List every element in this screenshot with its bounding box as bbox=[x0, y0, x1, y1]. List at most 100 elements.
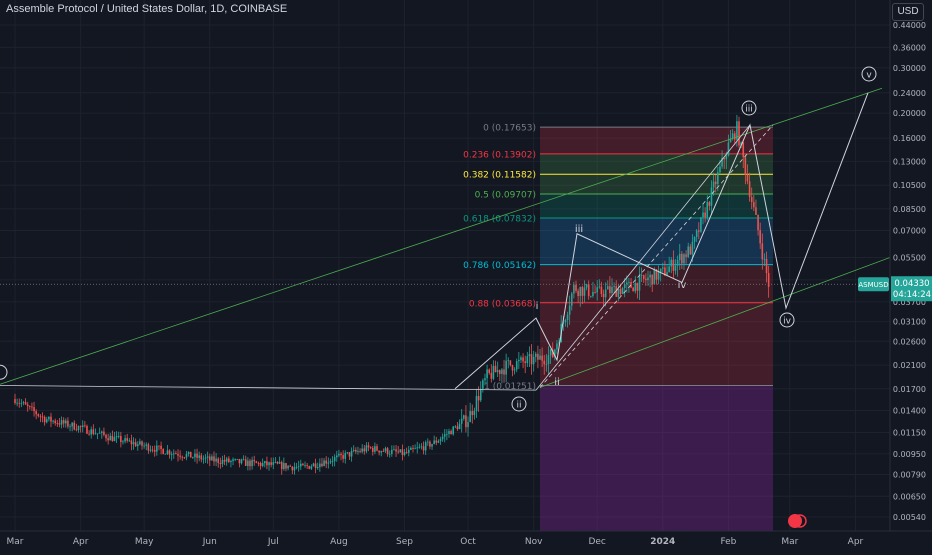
candle-body bbox=[496, 370, 499, 373]
candle-body bbox=[365, 445, 368, 452]
candle-body bbox=[380, 451, 383, 453]
candle-body bbox=[621, 287, 624, 294]
price-tick: 0.00540 bbox=[893, 513, 926, 522]
candle-body bbox=[416, 447, 419, 449]
candle-body bbox=[291, 466, 294, 471]
candle-body bbox=[725, 155, 728, 160]
candle-body bbox=[156, 445, 158, 452]
candle-body bbox=[58, 423, 61, 425]
tradingview-logo-ring bbox=[793, 514, 807, 528]
candle-body bbox=[200, 455, 203, 460]
candle-body bbox=[37, 414, 40, 416]
candle-body bbox=[86, 425, 88, 434]
candle-body bbox=[213, 456, 215, 462]
fib-zone bbox=[540, 174, 773, 194]
candle-body bbox=[266, 461, 268, 466]
candle-body bbox=[310, 466, 313, 469]
time-tick: Aug bbox=[330, 537, 348, 547]
price-tick: 0.03100 bbox=[893, 318, 926, 327]
candle-body bbox=[619, 288, 622, 294]
candle-body bbox=[376, 446, 378, 451]
candle-body bbox=[54, 420, 57, 424]
candle-body bbox=[327, 462, 330, 464]
candle-body bbox=[283, 463, 285, 470]
candle-body bbox=[111, 435, 114, 442]
tradingview-logo-icon bbox=[788, 514, 802, 528]
candle-body bbox=[386, 448, 389, 455]
candle-body bbox=[429, 441, 431, 447]
candle-body bbox=[350, 451, 353, 457]
candle-body bbox=[587, 284, 590, 297]
candle-body bbox=[384, 448, 387, 452]
candle-body bbox=[642, 275, 645, 279]
candle-body bbox=[748, 181, 751, 197]
candle-body bbox=[56, 423, 59, 424]
candle-body bbox=[253, 459, 256, 462]
candle-body bbox=[338, 453, 340, 456]
candle-body bbox=[259, 462, 262, 466]
candle-body bbox=[513, 369, 516, 371]
candle-body bbox=[714, 181, 717, 184]
base-trend-line bbox=[0, 385, 537, 391]
candle-body bbox=[192, 457, 194, 458]
candle-body bbox=[122, 441, 124, 443]
candle-body bbox=[518, 359, 520, 362]
price-tick: 0.24000 bbox=[893, 89, 926, 98]
candle-body bbox=[48, 416, 50, 420]
candle-body bbox=[352, 449, 355, 452]
candle-body bbox=[14, 399, 16, 404]
candle-body bbox=[172, 453, 175, 455]
candle-body bbox=[319, 463, 321, 468]
price-tick: 0.05500 bbox=[893, 253, 926, 262]
candle-body bbox=[312, 463, 315, 467]
candle-body bbox=[651, 274, 654, 285]
candle-body bbox=[556, 343, 558, 350]
candle-body bbox=[185, 454, 188, 458]
price-tick: 0.10500 bbox=[893, 181, 926, 190]
candle-body bbox=[733, 133, 736, 140]
candle-body bbox=[590, 296, 592, 297]
price-tick: 0.00790 bbox=[893, 470, 926, 479]
candle-body bbox=[526, 356, 529, 364]
candle-body bbox=[729, 138, 732, 143]
candle-body bbox=[240, 459, 243, 464]
candle-body bbox=[194, 453, 196, 458]
candle-body bbox=[702, 212, 704, 218]
candle-body bbox=[359, 451, 361, 452]
candle-body bbox=[712, 181, 715, 188]
candle-body bbox=[566, 314, 569, 321]
candle-body bbox=[405, 452, 408, 453]
wave-label: v bbox=[866, 71, 872, 81]
candle-body bbox=[166, 450, 169, 454]
candle-body bbox=[717, 172, 719, 184]
last-price-tag bbox=[891, 276, 932, 302]
candle-body bbox=[391, 449, 393, 454]
candle-body bbox=[306, 465, 308, 467]
candle-body bbox=[630, 282, 632, 288]
candle-body bbox=[626, 282, 628, 285]
fib-level-label: 0 (0.17653) bbox=[483, 124, 536, 134]
candle-body bbox=[484, 378, 486, 381]
time-tick: Jul bbox=[267, 537, 279, 547]
candle-body bbox=[136, 444, 139, 447]
candle-body bbox=[573, 284, 575, 294]
candle-body bbox=[670, 259, 673, 267]
candle-body bbox=[547, 355, 550, 364]
candle-body bbox=[498, 370, 501, 374]
candle-body bbox=[382, 451, 385, 452]
currency-button[interactable]: USD bbox=[892, 3, 924, 21]
candle-body bbox=[761, 243, 764, 260]
candle-body bbox=[331, 461, 334, 462]
candle-body bbox=[427, 441, 429, 443]
candle-body bbox=[755, 207, 757, 215]
candle-body bbox=[632, 287, 634, 292]
candle-body bbox=[424, 442, 427, 451]
candle-body bbox=[143, 445, 145, 447]
candle-body bbox=[308, 466, 311, 469]
candle-body bbox=[355, 449, 357, 452]
candle-body bbox=[647, 277, 649, 281]
candle-body bbox=[454, 426, 457, 428]
fib-zone bbox=[540, 193, 773, 218]
